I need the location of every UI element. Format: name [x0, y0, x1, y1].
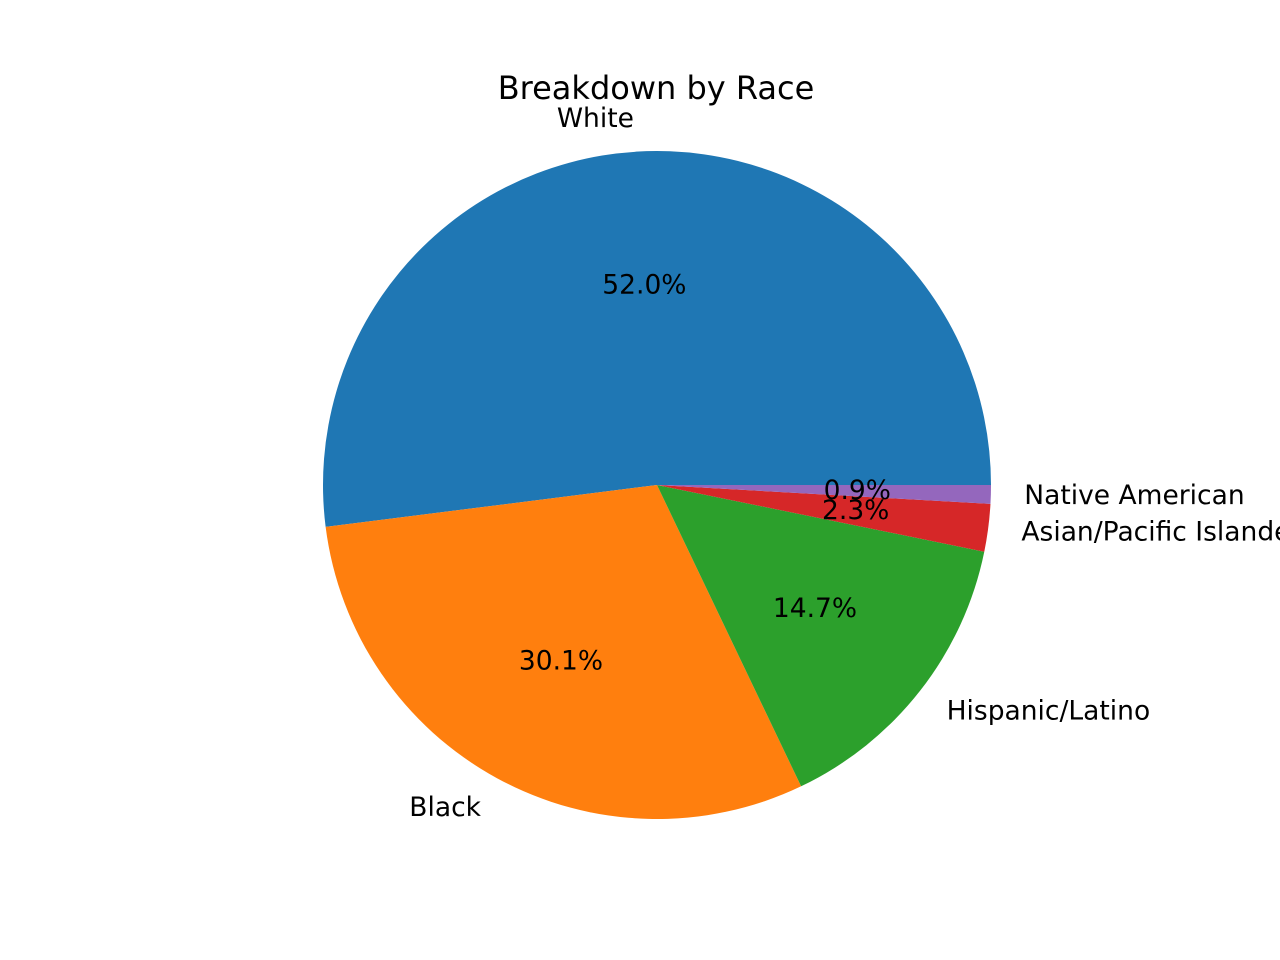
pie-labels: White 52.0% Black 30.1% Hispanic/Latino 14.7%… — [409, 103, 1280, 823]
pie-slice-hispanic-latino — [657, 485, 985, 787]
chart-title: Breakdown by Race — [498, 69, 815, 107]
slice-label-hispanic-latino: Hispanic/Latino — [947, 696, 1151, 727]
slice-label-white: White — [557, 103, 634, 134]
slice-percent-hispanic-latino: 14.7% — [773, 593, 857, 624]
slice-label-asian-pacific-islander: Asian/Pacific Islander — [1021, 517, 1280, 548]
slice-label-black: Black — [409, 792, 481, 823]
pie-slice-black — [325, 485, 802, 820]
pie-slice-white — [323, 151, 992, 527]
slice-percent-black: 30.1% — [519, 645, 603, 676]
pie-slice-native-american — [657, 485, 991, 504]
slice-percent-asian-pacific-islander: 2.3% — [822, 495, 889, 526]
slice-percent-native-american: 0.9% — [824, 475, 891, 506]
pie-slices — [323, 151, 992, 820]
pie-slice-asian-pacific-islander — [657, 485, 991, 552]
slice-label-native-american: Native American — [1024, 480, 1244, 511]
slice-percent-white: 52.0% — [602, 270, 686, 301]
